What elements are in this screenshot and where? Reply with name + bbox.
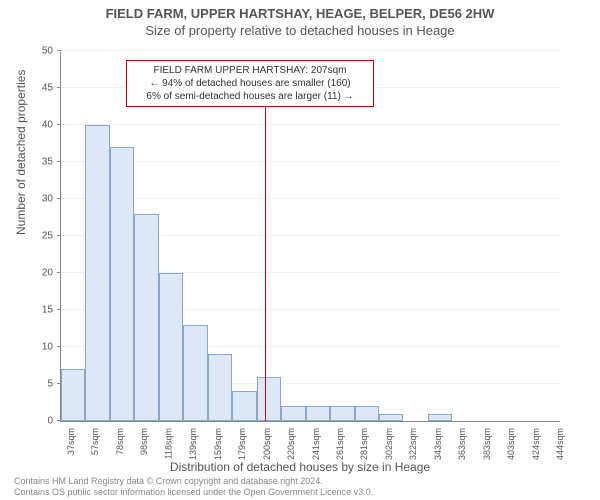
gridline xyxy=(61,50,560,51)
y-tick-label: 0 xyxy=(23,416,53,427)
y-tick-label: 5 xyxy=(23,379,53,390)
y-tick-mark xyxy=(57,87,61,88)
y-tick-mark xyxy=(57,50,61,51)
histogram-bar xyxy=(183,325,207,421)
x-tick-label: 383sqm xyxy=(481,428,482,429)
chart-title-line2: Size of property relative to detached ho… xyxy=(0,23,600,38)
plot-region: 0510152025303540455037sqm57sqm78sqm98sqm… xyxy=(60,52,560,422)
y-tick-mark xyxy=(57,161,61,162)
y-tick-mark xyxy=(57,346,61,347)
chart-area: 0510152025303540455037sqm57sqm78sqm98sqm… xyxy=(60,52,560,422)
footer-line2: Contains OS public sector information li… xyxy=(14,487,373,498)
histogram-bar xyxy=(306,406,330,421)
y-tick-label: 20 xyxy=(23,268,53,279)
annotation-box: FIELD FARM UPPER HARTSHAY: 207sqm← 94% o… xyxy=(126,60,374,107)
histogram-bar xyxy=(232,391,256,421)
x-tick-label: 261sqm xyxy=(334,428,335,429)
histogram-bar xyxy=(379,414,403,421)
chart-title-line1: FIELD FARM, UPPER HARTSHAY, HEAGE, BELPE… xyxy=(0,6,600,21)
footer-attribution: Contains HM Land Registry data © Crown c… xyxy=(14,476,373,498)
x-tick-label: 241sqm xyxy=(310,428,311,429)
y-tick-label: 25 xyxy=(23,231,53,242)
histogram-bar xyxy=(428,414,452,421)
x-tick-label: 220sqm xyxy=(285,428,286,429)
y-tick-mark xyxy=(57,272,61,273)
gridline xyxy=(61,198,560,199)
histogram-bar xyxy=(85,125,109,421)
gridline xyxy=(61,161,560,162)
y-tick-label: 10 xyxy=(23,342,53,353)
y-tick-mark xyxy=(57,235,61,236)
annotation-line2: ← 94% of detached houses are smaller (16… xyxy=(133,77,367,90)
x-tick-label: 322sqm xyxy=(407,428,408,429)
gridline xyxy=(61,124,560,125)
y-tick-label: 35 xyxy=(23,157,53,168)
x-tick-label: 302sqm xyxy=(383,428,384,429)
histogram-bar xyxy=(330,406,354,421)
x-tick-label: 37sqm xyxy=(65,428,66,429)
x-tick-label: 179sqm xyxy=(236,428,237,429)
x-tick-label: 281sqm xyxy=(359,428,360,429)
x-tick-label: 444sqm xyxy=(554,428,555,429)
y-tick-mark xyxy=(57,309,61,310)
x-tick-label: 343sqm xyxy=(432,428,433,429)
annotation-line1: FIELD FARM UPPER HARTSHAY: 207sqm xyxy=(133,64,367,77)
y-axis-label: Number of detached properties xyxy=(14,70,28,235)
y-tick-label: 50 xyxy=(23,46,53,57)
x-axis-label: Distribution of detached houses by size … xyxy=(0,460,600,474)
footer-line1: Contains HM Land Registry data © Crown c… xyxy=(14,476,373,487)
histogram-bar xyxy=(281,406,305,421)
y-tick-mark xyxy=(57,198,61,199)
y-tick-label: 40 xyxy=(23,120,53,131)
x-tick-label: 403sqm xyxy=(505,428,506,429)
x-tick-label: 98sqm xyxy=(138,428,139,429)
histogram-bar xyxy=(159,273,183,421)
marker-line xyxy=(265,100,266,421)
y-tick-label: 30 xyxy=(23,194,53,205)
histogram-bar xyxy=(134,214,158,421)
x-tick-label: 78sqm xyxy=(114,428,115,429)
y-tick-label: 15 xyxy=(23,305,53,316)
histogram-bar xyxy=(110,147,134,421)
x-tick-label: 424sqm xyxy=(530,428,531,429)
histogram-bar xyxy=(61,369,85,421)
annotation-line3: 6% of semi-detached houses are larger (1… xyxy=(133,90,367,103)
x-tick-label: 200sqm xyxy=(261,428,262,429)
x-tick-label: 57sqm xyxy=(89,428,90,429)
x-tick-label: 139sqm xyxy=(187,428,188,429)
histogram-bar xyxy=(257,377,281,421)
x-tick-label: 159sqm xyxy=(212,428,213,429)
y-tick-label: 45 xyxy=(23,83,53,94)
histogram-bar xyxy=(208,354,232,421)
x-tick-label: 118sqm xyxy=(163,428,164,429)
histogram-bar xyxy=(355,406,379,421)
x-tick-label: 363sqm xyxy=(456,428,457,429)
chart-title-block: FIELD FARM, UPPER HARTSHAY, HEAGE, BELPE… xyxy=(0,0,600,38)
y-tick-mark xyxy=(57,124,61,125)
